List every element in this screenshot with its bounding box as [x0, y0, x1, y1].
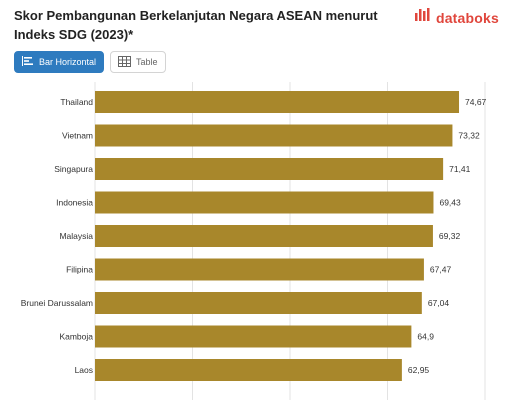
table-grid-icon: [118, 55, 132, 69]
value-label: 69,43: [439, 198, 461, 208]
category-label: Kamboja: [59, 332, 93, 342]
databoks-logo-icon: [414, 7, 432, 28]
category-label: Vietnam: [62, 131, 93, 141]
brand-logo[interactable]: databoks: [414, 7, 499, 28]
category-label: Indonesia: [56, 198, 93, 208]
bar[interactable]: [95, 191, 434, 214]
category-label: Singapura: [54, 164, 93, 174]
bar-horizontal-button[interactable]: Bar Horizontal: [14, 51, 105, 73]
value-label: 67,04: [428, 298, 450, 308]
category-label: Filipina: [66, 265, 93, 275]
value-label: 73,32: [458, 131, 480, 141]
bar[interactable]: [95, 359, 402, 381]
bar-chart-icon: [22, 56, 34, 68]
bar[interactable]: [95, 325, 412, 348]
category-label: Thailand: [60, 97, 93, 107]
bar[interactable]: [95, 258, 424, 281]
bar[interactable]: [95, 225, 433, 247]
bar[interactable]: [95, 158, 444, 180]
brand-name: databoks: [435, 9, 499, 26]
bar[interactable]: [95, 292, 422, 314]
value-label: 71,41: [449, 164, 471, 174]
bar-horizontal-label: Bar Horizontal: [39, 57, 97, 67]
chart-area: Thailand 74,67 Vietnam 73,32 Singapura 71,41 I…: [0, 82, 511, 400]
chart-title: Skor Pembangunan Berkelanjutan Negara AS…: [14, 8, 378, 42]
category-label: Brunei Darussalam: [21, 298, 93, 308]
bar[interactable]: [95, 91, 460, 113]
value-label: 74,67: [465, 97, 487, 107]
category-label: Malaysia: [59, 231, 93, 241]
bar[interactable]: [95, 124, 453, 147]
table-label: Table: [136, 57, 158, 67]
value-label: 64,9: [417, 332, 434, 342]
value-label: 62,95: [408, 365, 430, 375]
category-label: Laos: [75, 365, 93, 375]
view-toolbar: Bar Horizontal Table: [14, 51, 166, 73]
table-button[interactable]: Table: [110, 51, 166, 73]
value-label: 67,47: [430, 265, 452, 275]
value-label: 69,32: [439, 231, 461, 241]
bar-chart: Thailand 74,67 Vietnam 73,32 Singapura 71,41 I…: [21, 82, 487, 400]
